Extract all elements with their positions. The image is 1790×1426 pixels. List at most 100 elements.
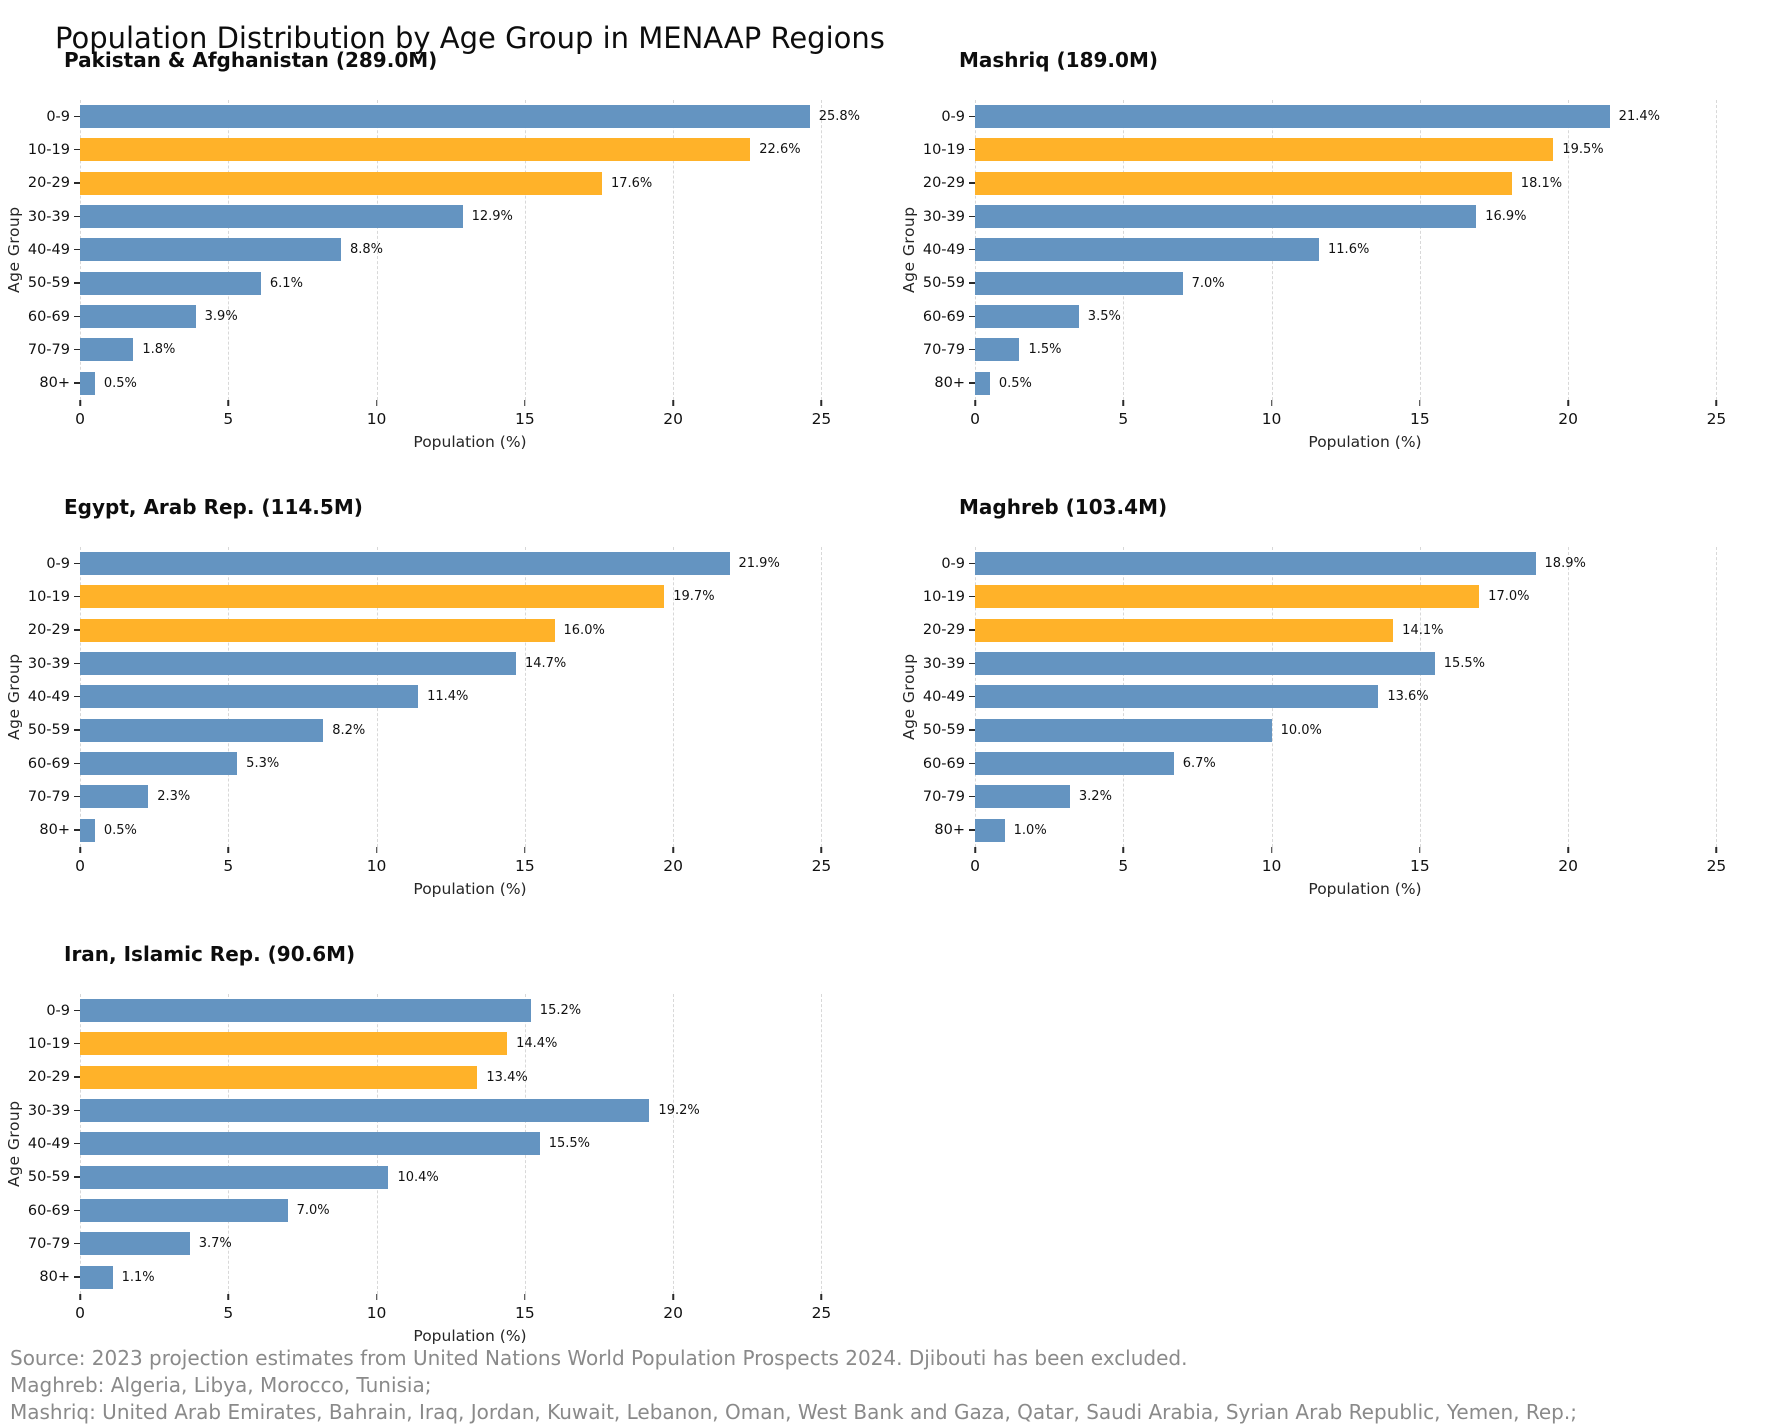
y-tick-mark	[969, 315, 975, 318]
y-tick-mark	[74, 829, 80, 831]
bar-value-label: 11.6%	[1328, 242, 1370, 258]
x-tick-label: 15	[514, 857, 535, 875]
x-tick-mark	[524, 400, 526, 406]
bar-value-label: 7.0%	[296, 1203, 330, 1219]
bar-value-label: 21.9%	[738, 556, 780, 572]
y-tick-label: 0-9	[46, 108, 70, 125]
bar	[975, 552, 1536, 576]
y-tick-mark	[969, 248, 975, 251]
bar	[80, 552, 730, 576]
y-tick-mark	[74, 215, 80, 218]
source-note-line: Source: 2023 projection estimates from U…	[10, 1346, 1188, 1370]
y-tick-label: 30-39	[27, 655, 70, 672]
bar	[80, 171, 602, 195]
x-tick-label: 0	[970, 410, 980, 428]
gridline	[524, 100, 526, 400]
y-tick-label: 40-49	[27, 688, 70, 705]
x-tick-label: 10	[1261, 410, 1282, 428]
x-tick-mark	[1567, 400, 1569, 406]
x-tick-mark	[375, 1294, 378, 1300]
y-tick-mark	[969, 562, 975, 565]
bar	[80, 338, 134, 362]
y-axis-title: Age Group	[5, 1100, 23, 1188]
gridline	[821, 547, 823, 847]
bar-row: 60-69 3.5%	[923, 300, 1755, 333]
x-tick-label: 20	[663, 857, 684, 875]
y-tick-mark	[74, 182, 80, 184]
x-tick-mark	[820, 400, 823, 406]
x-tick-label: 20	[1558, 857, 1579, 875]
bar-value-label: 14.1%	[1402, 622, 1444, 638]
y-tick-mark	[969, 729, 975, 731]
x-tick-mark	[375, 400, 378, 406]
y-tick-label: 70-79	[922, 788, 965, 805]
bar-row: 30-39 12.9%	[28, 200, 860, 233]
bar-row: 10-19 19.5%	[923, 133, 1755, 166]
bar	[80, 718, 324, 742]
bar-value-label: 11.4%	[427, 689, 469, 705]
x-tick-label: 0	[75, 1304, 85, 1322]
y-tick-label: 0-9	[941, 108, 965, 125]
y-tick-label: 50-59	[922, 275, 965, 292]
bar-value-label: 21.4%	[1618, 109, 1660, 125]
plot-area: 0 5 10 15 20 25 0-9 15.2% 10-19 14.4% 20-29 13.4% 30…	[28, 994, 860, 1322]
bar	[975, 685, 1379, 709]
x-tick-mark	[820, 847, 823, 853]
bar	[80, 238, 341, 262]
bar-value-label: 15.2%	[539, 1003, 582, 1019]
y-tick-label: 10-19	[27, 588, 70, 605]
y-tick-label: 40-49	[27, 1135, 70, 1152]
y-tick-label: 70-79	[27, 341, 70, 358]
plot-area: 0 5 10 15 20 25 0-9 21.9% 10-19 19.7% 20-29 16.0% 30…	[28, 547, 860, 875]
bar-row: 80+ 0.5%	[39, 814, 860, 847]
y-tick-mark	[969, 148, 975, 151]
y-tick-label: 0-9	[46, 555, 70, 572]
x-tick-mark	[820, 1294, 823, 1300]
bar-row: 60-69 6.7%	[923, 747, 1755, 780]
y-tick-mark	[74, 1142, 80, 1145]
bar-value-label: 18.1%	[1520, 175, 1563, 191]
bar-row: 70-79 1.5%	[923, 333, 1755, 366]
bar-row: 50-59 7.0%	[923, 267, 1755, 300]
y-tick-label: 60-69	[922, 755, 965, 772]
bar	[975, 718, 1272, 742]
bar	[80, 105, 810, 129]
x-tick-mark	[79, 1294, 81, 1300]
source-note-line: Mashriq: United Arab Emirates, Bahrain, …	[10, 1400, 1577, 1424]
x-tick-mark	[1122, 847, 1125, 853]
x-axis-title: Population (%)	[413, 880, 527, 898]
bar-value-label: 0.5%	[103, 375, 137, 391]
y-tick-mark	[969, 595, 975, 598]
y-tick-label: 40-49	[922, 688, 965, 705]
bar-value-label: 3.2%	[1078, 789, 1112, 805]
y-tick-mark	[74, 1276, 80, 1278]
bar-row: 20-29 17.6%	[28, 167, 860, 200]
x-tick-mark	[227, 400, 230, 406]
y-tick-label: 40-49	[27, 241, 70, 258]
gridline	[821, 994, 823, 1294]
y-tick-label: 10-19	[922, 588, 965, 605]
bar-row: 50-59 8.2%	[28, 714, 860, 747]
bar-value-label: 8.8%	[349, 242, 384, 258]
gridline	[1568, 547, 1570, 847]
bar	[80, 999, 531, 1023]
bar-row: 40-49 11.6%	[923, 233, 1755, 266]
bar-row: 80+ 0.5%	[39, 367, 860, 400]
bar-row: 70-79 1.8%	[28, 333, 860, 366]
x-tick-mark	[375, 847, 378, 853]
gridline	[673, 100, 675, 400]
bar	[80, 1099, 650, 1123]
x-tick-mark	[1715, 400, 1718, 406]
x-tick-mark	[524, 847, 526, 853]
bar-row: 20-29 16.0%	[28, 614, 860, 647]
x-tick-label: 10	[366, 410, 387, 428]
bar	[80, 371, 95, 395]
bar-value-label: 14.7%	[524, 656, 567, 672]
bar-value-label: 25.8%	[818, 109, 860, 125]
y-axis-title: Age Group	[900, 206, 918, 294]
y-tick-mark	[74, 315, 80, 318]
bar-value-label: 16.9%	[1485, 209, 1527, 225]
bar-row: 80+ 1.1%	[39, 1261, 860, 1294]
y-tick-mark	[74, 1176, 80, 1178]
bar-row: 20-29 14.1%	[923, 614, 1755, 647]
